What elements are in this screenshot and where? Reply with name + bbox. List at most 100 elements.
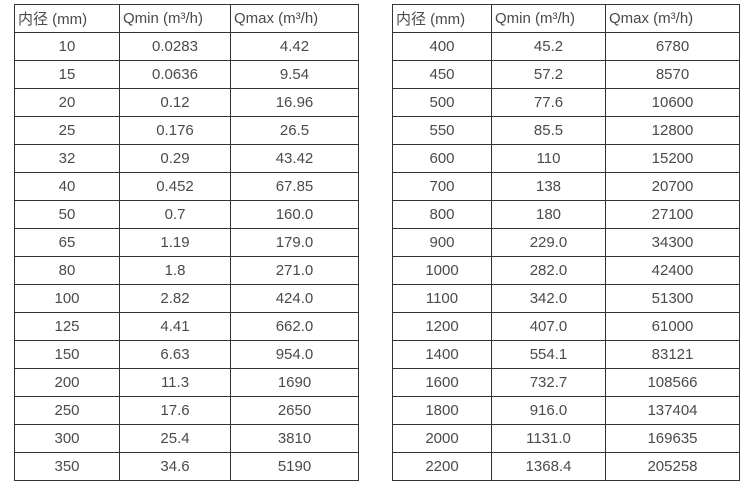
table-row: 150 6.63 954.0 [14,340,359,369]
table-cell: 15 [14,60,120,89]
table-cell: 271.0 [230,256,359,285]
table-cell: 61000 [605,312,740,341]
table-cell: 16.96 [230,88,359,117]
table-cell: 407.0 [491,312,606,341]
table-row: 900 229.0 34300 [392,228,740,257]
table-cell: 6.63 [119,340,231,369]
table-cell: 916.0 [491,396,606,425]
table-row: 20 0.12 16.96 [14,88,359,117]
table-cell: 732.7 [491,368,606,397]
table-row: 400 45.2 6780 [392,32,740,61]
table-cell: 20 [14,88,120,117]
table-cell: 169635 [605,424,740,453]
table-cell: 1800 [392,396,492,425]
table-cell: 300 [14,424,120,453]
table-row: 800 180 27100 [392,200,740,229]
table-cell: 160.0 [230,200,359,229]
table-cell: 125 [14,312,120,341]
table-header-row: 内径 (mm) Qmin (m³/h) Qmax (m³/h) [14,4,359,33]
table-cell: 10600 [605,88,740,117]
table-row: 1100 342.0 51300 [392,284,740,313]
table-cell: 110 [491,144,606,173]
table-row: 50 0.7 160.0 [14,200,359,229]
table-row: 100 2.82 424.0 [14,284,359,313]
table-cell: 45.2 [491,32,606,61]
table-row: 1200 407.0 61000 [392,312,740,341]
table-cell: 12800 [605,116,740,145]
table-cell: 6780 [605,32,740,61]
table-cell: 0.0636 [119,60,231,89]
table-cell: 1100 [392,284,492,313]
table-cell: 4.42 [230,32,359,61]
table-cell: 10 [14,32,120,61]
table-cell: 0.12 [119,88,231,117]
table-cell: 350 [14,452,120,481]
table-cell: 108566 [605,368,740,397]
column-header-qmin: Qmin (m³/h) [491,4,606,33]
table-cell: 500 [392,88,492,117]
table-row: 450 57.2 8570 [392,60,740,89]
table-cell: 1.19 [119,228,231,257]
table-cell: 180 [491,200,606,229]
table-cell: 250 [14,396,120,425]
table-cell: 150 [14,340,120,369]
table-cell: 137404 [605,396,740,425]
table-row: 15 0.0636 9.54 [14,60,359,89]
table-cell: 954.0 [230,340,359,369]
table-row: 250 17.6 2650 [14,396,359,425]
column-header-diameter: 内径 (mm) [14,4,120,33]
table-cell: 2.82 [119,284,231,313]
column-header-qmin: Qmin (m³/h) [119,4,231,33]
table-cell: 1600 [392,368,492,397]
table-row: 1000 282.0 42400 [392,256,740,285]
table-cell: 80 [14,256,120,285]
table-row: 25 0.176 26.5 [14,116,359,145]
table-row: 1600 732.7 108566 [392,368,740,397]
table-cell: 179.0 [230,228,359,257]
table-cell: 27100 [605,200,740,229]
table-cell: 3810 [230,424,359,453]
table-cell: 57.2 [491,60,606,89]
table-cell: 1200 [392,312,492,341]
table-cell: 600 [392,144,492,173]
table-cell: 4.41 [119,312,231,341]
table-cell: 51300 [605,284,740,313]
table-cell: 1690 [230,368,359,397]
table-cell: 229.0 [491,228,606,257]
table-cell: 138 [491,172,606,201]
table-cell: 20700 [605,172,740,201]
table-cell: 554.1 [491,340,606,369]
table-row: 1400 554.1 83121 [392,340,740,369]
table-row: 700 138 20700 [392,172,740,201]
table-cell: 400 [392,32,492,61]
table-cell: 700 [392,172,492,201]
table-cell: 2000 [392,424,492,453]
table-cell: 205258 [605,452,740,481]
table-cell: 43.42 [230,144,359,173]
table-cell: 25.4 [119,424,231,453]
table-cell: 900 [392,228,492,257]
table-cell: 65 [14,228,120,257]
table-cell: 200 [14,368,120,397]
table-cell: 32 [14,144,120,173]
table-cell: 0.29 [119,144,231,173]
table-cell: 26.5 [230,116,359,145]
table-row: 550 85.5 12800 [392,116,740,145]
table-row: 500 77.6 10600 [392,88,740,117]
table-cell: 1400 [392,340,492,369]
table-cell: 11.3 [119,368,231,397]
column-header-qmax: Qmax (m³/h) [230,4,359,33]
table-row: 350 34.6 5190 [14,452,359,481]
table-cell: 85.5 [491,116,606,145]
table-body: 400 45.2 6780 450 57.2 8570 500 77.6 10600 550 85.… [392,32,740,481]
table-row: 65 1.19 179.0 [14,228,359,257]
table-row: 2000 1131.0 169635 [392,424,740,453]
table-cell: 9.54 [230,60,359,89]
table-row: 1800 916.0 137404 [392,396,740,425]
table-row: 80 1.8 271.0 [14,256,359,285]
table-row: 32 0.29 43.42 [14,144,359,173]
table-cell: 50 [14,200,120,229]
table-cell: 1.8 [119,256,231,285]
table-cell: 800 [392,200,492,229]
table-cell: 34.6 [119,452,231,481]
